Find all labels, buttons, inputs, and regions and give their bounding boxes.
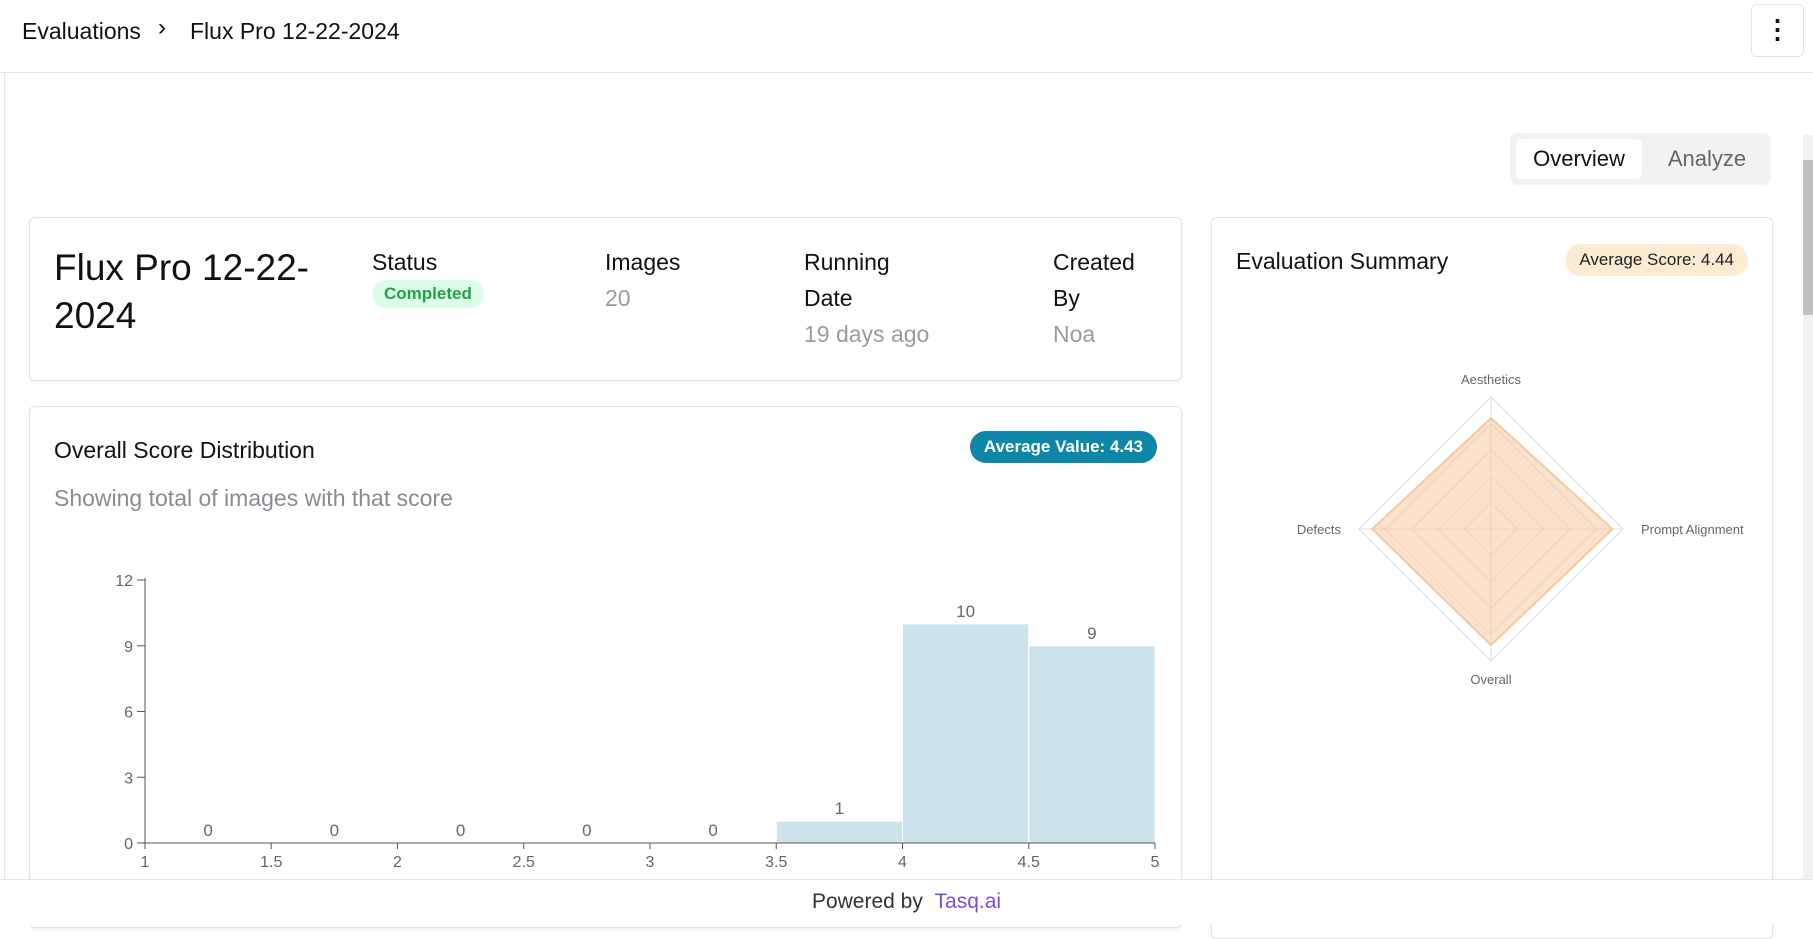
status-badge: Completed	[372, 280, 484, 308]
y-tick-label: 12	[115, 573, 133, 590]
x-tick-label: 4.5	[1018, 854, 1040, 871]
tab-analyze[interactable]: Analyze	[1667, 146, 1747, 171]
bar	[775, 820, 903, 844]
average-badge: Average Score: 4.44	[1565, 244, 1748, 276]
tab-overview[interactable]: Overview	[1516, 139, 1642, 179]
x-tick-label: 4	[898, 854, 907, 871]
radar-axis-label: Aesthetics	[1461, 372, 1521, 387]
radar-area	[1370, 416, 1614, 647]
card-title: Overall Score Distribution	[54, 437, 315, 463]
card-title: Evaluation Summary	[1236, 248, 1449, 274]
bar-label: 0	[456, 821, 465, 840]
radar-axis-label: Prompt Alignment	[1641, 522, 1744, 537]
field: Images 20	[605, 244, 680, 316]
field: Running Date 19 days ago	[804, 244, 930, 352]
bar-label: 1	[835, 799, 844, 818]
x-tick-label: 2.5	[513, 854, 535, 871]
bar-label: 10	[956, 602, 975, 621]
radar-axis-label: Defects	[1297, 522, 1342, 537]
menu-button[interactable]: ⋮	[1751, 4, 1804, 57]
header: Evaluations › Flux Pro 12-22-2024 ⋮	[0, 0, 1813, 73]
breadcrumb-parent[interactable]: Evaluations	[22, 18, 141, 44]
bar-label: 0	[708, 821, 717, 840]
field-value: 20	[605, 285, 631, 311]
field: Status Completed	[372, 244, 484, 308]
x-tick-label: 5	[1151, 854, 1160, 871]
card-subtitle: Showing total of images with that score	[54, 485, 453, 511]
y-tick-label: 0	[124, 836, 133, 853]
bar	[902, 623, 1030, 844]
field-label: Images	[605, 249, 681, 275]
field-label: Created By	[1053, 249, 1135, 311]
bar-label: 9	[1087, 624, 1096, 643]
footer-link[interactable]: Tasq.ai	[934, 890, 1002, 913]
scroll-thumb	[1803, 160, 1813, 315]
average-badge: Average Value: 4.43	[969, 431, 1157, 463]
breadcrumb-current: Flux Pro 12-22-2024	[190, 18, 400, 44]
y-tick-label: 3	[124, 770, 133, 787]
bar	[1028, 645, 1156, 844]
bar-label: 0	[330, 821, 339, 840]
field-value: Noa	[1053, 321, 1096, 347]
eval-title: Flux Pro 12-22-2024	[54, 247, 309, 336]
x-tick-label: 1.5	[260, 854, 282, 871]
scrollbar	[1803, 135, 1813, 880]
y-tick-label: 6	[124, 705, 133, 722]
radar-axis-label: Overall	[1470, 672, 1511, 687]
x-tick-label: 3	[646, 854, 655, 871]
y-tick-label: 9	[124, 639, 133, 656]
field-label: Status	[372, 249, 438, 275]
field-label: Running Date	[804, 249, 890, 311]
x-tick-label: 3.5	[765, 854, 787, 871]
x-tick-label: 1	[141, 854, 150, 871]
field-value: 19 days ago	[804, 321, 930, 347]
footer-text: Powered by	[811, 890, 923, 913]
info-card: Flux Pro 12-22-2024 Status Completed Imag…	[29, 217, 1182, 381]
bar-label: 0	[203, 821, 212, 840]
breadcrumb-separator: ›	[158, 14, 166, 41]
tabs: Overview Analyze	[1510, 133, 1771, 185]
bar-label: 0	[582, 821, 591, 840]
field: Created By Noa	[1053, 244, 1153, 352]
footer: Powered by Tasq.ai	[0, 879, 1813, 925]
content-border	[4, 72, 5, 882]
x-tick-label: 2	[393, 854, 402, 871]
